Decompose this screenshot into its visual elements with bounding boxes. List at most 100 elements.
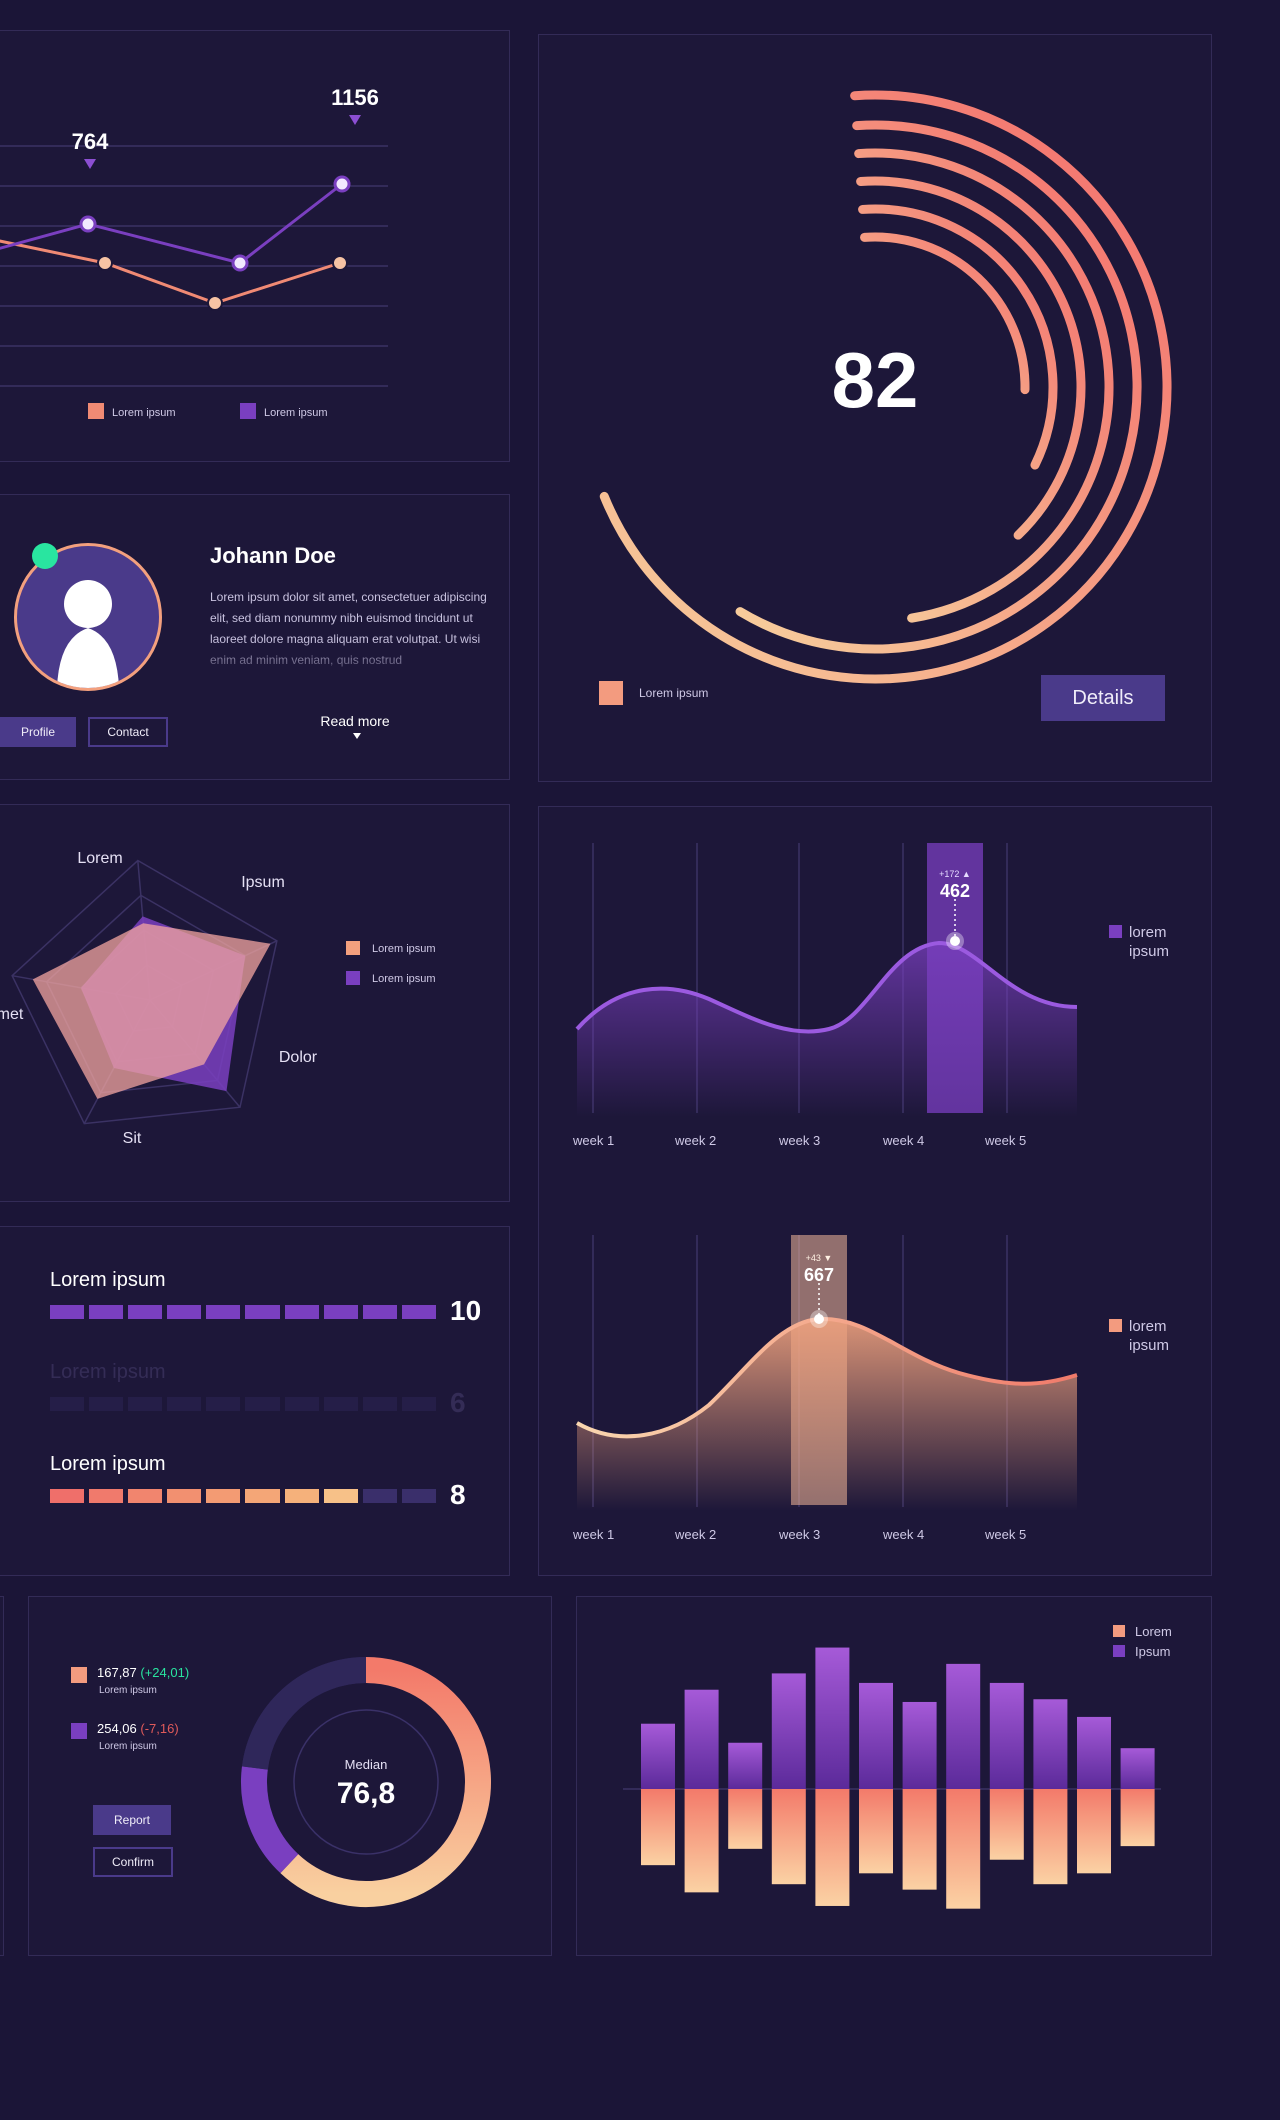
bar-down[interactable] — [946, 1789, 981, 1909]
bar-down[interactable] — [859, 1789, 893, 1874]
bar-up[interactable] — [1033, 1699, 1068, 1789]
bar-up[interactable] — [641, 1723, 675, 1789]
week-label-5: week 5 — [984, 1133, 1026, 1148]
week-label-3: week 3 — [778, 1133, 820, 1148]
radar-legend-swatch-purple — [346, 971, 360, 985]
stat2-delta: (-7,16) — [140, 1721, 179, 1736]
stat1-line: 167,87 (+24,01) — [97, 1665, 189, 1680]
line-point-purple[interactable] — [333, 175, 351, 193]
radar-axis-label-amet: Amet — [0, 1006, 24, 1023]
contact-button[interactable]: Contact — [88, 717, 168, 747]
mirror-legend-swatch-purple — [1113, 1645, 1125, 1657]
bar-down[interactable] — [1033, 1789, 1068, 1885]
week-label-2: week 2 — [674, 1527, 716, 1542]
mirror-bar-chart: Lorem Ipsum — [623, 1624, 1172, 1909]
bar-up[interactable] — [859, 1682, 893, 1789]
progress-row-value: 10 — [450, 1295, 482, 1326]
radar-chart: Lorem Ipsum Dolor Sit Amet Lorem ipsum L… — [0, 850, 436, 1147]
segmented-bar — [50, 1397, 436, 1411]
bar-down[interactable] — [728, 1789, 763, 1849]
stat1-value: 167,87 — [97, 1665, 137, 1680]
details-button[interactable]: Details — [1041, 675, 1165, 721]
bar-segment — [362, 1397, 397, 1411]
highlight-point-week4[interactable] — [950, 936, 960, 946]
donut-chart: Median 76,8 — [241, 1657, 491, 1907]
bar-up[interactable] — [684, 1689, 719, 1789]
segmented-bar — [50, 1305, 436, 1319]
line-point-purple[interactable] — [231, 254, 249, 272]
profile-panel: Johann Doe Lorem ipsum dolor sit amet, c… — [0, 494, 510, 780]
line-label-high: 1156 — [331, 85, 379, 110]
stat1-label: Lorem ipsum — [99, 1685, 157, 1696]
highlight-delta-purple: +172 ▲ — [939, 869, 971, 879]
confirm-button[interactable]: Confirm — [93, 1847, 173, 1877]
highlight-value-peach: 667 — [804, 1265, 834, 1285]
bar-down[interactable] — [815, 1789, 850, 1906]
user-silhouette-icon — [57, 580, 119, 688]
line-chart-panel: 764 1156 Lorem ipsum Lorem ipsum — [0, 30, 510, 462]
purple-legend-line2: ipsum — [1129, 943, 1169, 960]
highlight-value-purple: 462 — [940, 881, 970, 901]
donut-slice[interactable] — [280, 1657, 491, 1907]
mirror-legend-label-ipsum: Ipsum — [1135, 1644, 1170, 1659]
bar-up[interactable] — [946, 1663, 981, 1789]
purple-legend-swatch — [1109, 925, 1122, 938]
profile-button[interactable]: Profile — [0, 717, 76, 747]
line-series-purple — [0, 182, 343, 265]
bar-segment — [245, 1397, 280, 1411]
donut-slice[interactable] — [241, 1766, 299, 1874]
read-more-link[interactable]: Read more — [320, 713, 390, 729]
line-point-orange[interactable] — [332, 255, 348, 271]
progress-row-1: Lorem ipsum 10 — [50, 1269, 490, 1326]
avatar[interactable] — [14, 543, 162, 691]
bar-up[interactable] — [902, 1701, 937, 1789]
highlight-point-week3[interactable] — [814, 1314, 824, 1324]
bar-segment — [206, 1305, 241, 1319]
report-button[interactable]: Report — [93, 1805, 171, 1835]
progress-row-value: 6 — [450, 1387, 466, 1418]
bar-down[interactable] — [641, 1789, 675, 1866]
peach-area-fill — [577, 1318, 1077, 1511]
bar-down[interactable] — [902, 1789, 937, 1890]
bar-segment — [401, 1489, 436, 1503]
progress-row-3: Lorem ipsum 8 — [50, 1453, 490, 1510]
bar-up[interactable] — [1120, 1748, 1155, 1789]
bar-segment — [284, 1305, 319, 1319]
donut-slice[interactable] — [241, 1657, 367, 1770]
line-point-purple[interactable] — [79, 215, 97, 233]
radar-legend-label-peach: Lorem ipsum — [372, 943, 436, 955]
bar-up[interactable] — [815, 1647, 850, 1789]
bar-down[interactable] — [989, 1789, 1024, 1860]
line-point-orange[interactable] — [207, 295, 223, 311]
legend-swatch-purple — [240, 403, 256, 419]
bar-segment — [401, 1305, 436, 1319]
bar-up[interactable] — [1077, 1716, 1111, 1789]
stat1-delta: (+24,01) — [140, 1665, 190, 1680]
progress-row-2: Lorem ipsum 6 — [50, 1361, 490, 1418]
bar-up[interactable] — [728, 1742, 763, 1789]
bar-down[interactable] — [771, 1789, 806, 1885]
gauge-panel: 82 Lorem ipsum Details — [538, 34, 1212, 782]
radar-series-peach — [32, 923, 271, 1099]
bar-segment — [128, 1489, 163, 1503]
bar-up[interactable] — [989, 1682, 1024, 1789]
purple-area-line — [575, 940, 1078, 1034]
radar-axis-label-sit: Sit — [123, 1130, 142, 1147]
bar-down[interactable] — [1077, 1789, 1111, 1874]
radar-axis-label-lorem: Lorem — [77, 850, 122, 867]
bar-down[interactable] — [684, 1789, 719, 1893]
line-point-orange[interactable] — [97, 255, 113, 271]
legend-label-orange: Lorem ipsum — [112, 407, 176, 419]
bar-down[interactable] — [1120, 1789, 1155, 1847]
bar-up[interactable] — [771, 1673, 806, 1789]
peach-legend-swatch — [1109, 1319, 1122, 1332]
line-series-orange — [0, 239, 341, 305]
stat2-line: 254,06 (-7,16) — [97, 1721, 179, 1736]
bar-segment — [128, 1397, 163, 1411]
gauge-value: 82 — [832, 336, 919, 424]
bar-segment — [323, 1397, 358, 1411]
highlight-delta-peach: +43 ▼ — [806, 1253, 833, 1263]
area-charts-panel: +172 ▲ 462 week 1 week 2 week 3 week 4 w… — [538, 806, 1212, 1576]
gauge-legend-swatch — [599, 681, 623, 705]
gauge-arc — [856, 176, 1086, 540]
